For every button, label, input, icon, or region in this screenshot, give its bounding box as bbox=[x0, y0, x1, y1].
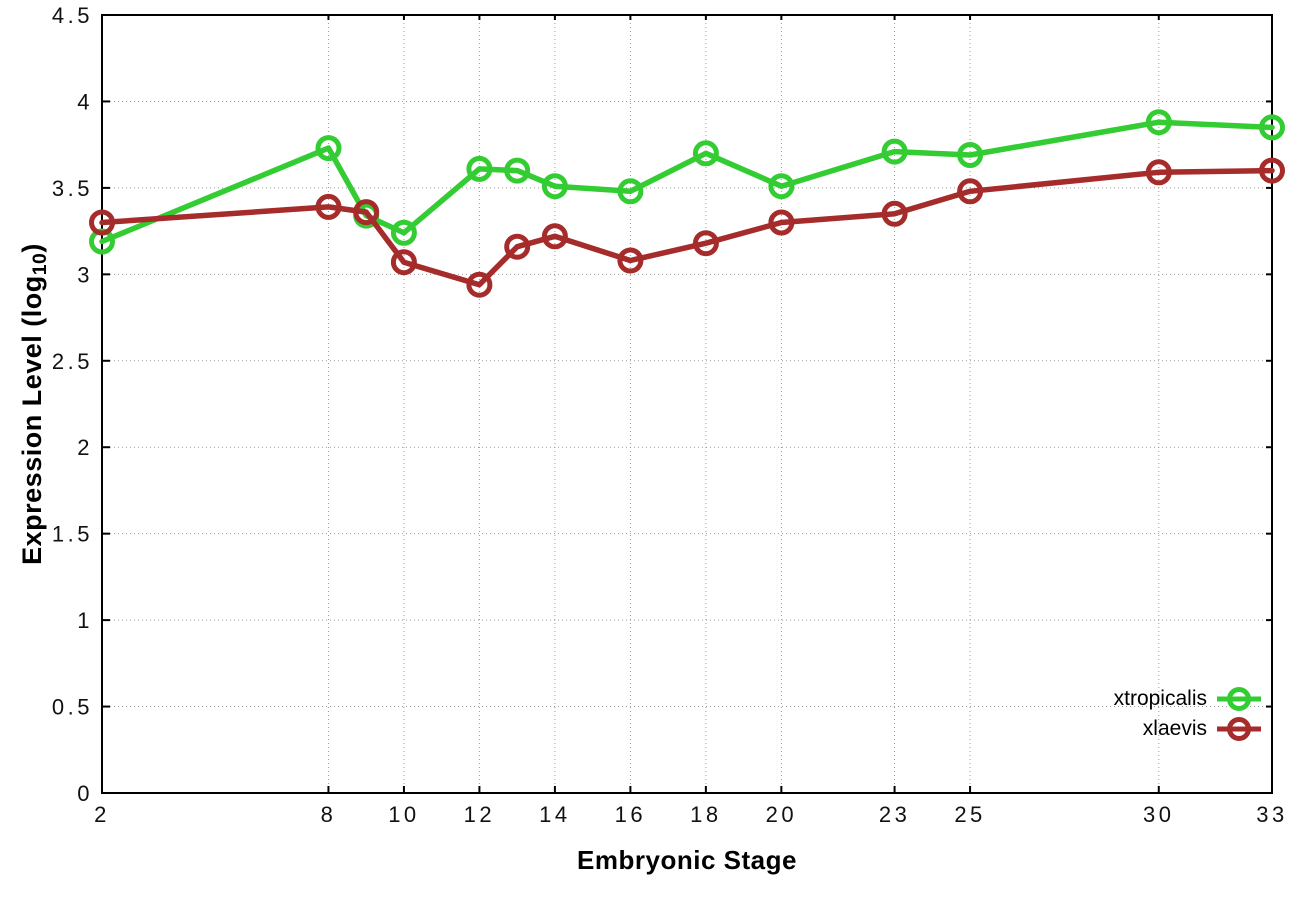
line-circle-marker-icon bbox=[1217, 717, 1261, 741]
y-tick-label: 3.5 bbox=[52, 176, 93, 201]
x-tick-label: 2 bbox=[94, 802, 110, 827]
x-tick-label: 14 bbox=[539, 802, 570, 827]
y-axis-title-text: Expression Level (log bbox=[17, 275, 47, 565]
x-tick-label: 16 bbox=[615, 802, 646, 827]
y-axis-title-suffix: ) bbox=[17, 243, 47, 253]
y-tick-label: 0.5 bbox=[52, 695, 93, 720]
data-point-xlaevis bbox=[768, 209, 795, 236]
x-tick-label: 10 bbox=[388, 802, 419, 827]
data-point-xtropicalis bbox=[466, 155, 493, 182]
legend-item-xlaevis: xlaevis bbox=[1114, 714, 1262, 744]
legend-label-xtropicalis: xtropicalis bbox=[1113, 687, 1207, 710]
data-point-xlaevis bbox=[1259, 157, 1285, 184]
x-axis-title: Embryonic Stage bbox=[577, 845, 797, 875]
line-circle-marker-icon bbox=[1217, 687, 1261, 711]
x-tick-label: 25 bbox=[954, 802, 985, 827]
x-tick-label: 23 bbox=[879, 802, 910, 827]
legend-item-xtropicalis: xtropicalis bbox=[1114, 684, 1262, 714]
data-point-xlaevis bbox=[1145, 159, 1172, 186]
data-point-xtropicalis bbox=[881, 138, 908, 165]
data-point-xlaevis bbox=[504, 233, 531, 260]
data-point-xlaevis bbox=[617, 247, 644, 274]
data-point-xtropicalis bbox=[1145, 109, 1172, 136]
y-tick-label: 4 bbox=[77, 89, 93, 114]
y-tick-label: 1 bbox=[77, 608, 93, 633]
y-tick-label: 1.5 bbox=[52, 522, 93, 547]
y-tick-label: 0 bbox=[77, 781, 93, 806]
data-point-xlaevis bbox=[353, 199, 380, 226]
y-tick-label: 3 bbox=[77, 262, 93, 287]
data-point-xlaevis bbox=[89, 209, 115, 236]
data-point-xtropicalis bbox=[390, 219, 417, 246]
data-point-xtropicalis bbox=[768, 173, 795, 200]
y-tick-label: 4.5 bbox=[52, 3, 93, 28]
y-axis-title-subscript: 10 bbox=[28, 252, 51, 276]
data-point-xtropicalis bbox=[692, 140, 719, 167]
data-point-xlaevis bbox=[541, 223, 568, 250]
data-point-xtropicalis bbox=[957, 142, 984, 168]
data-point-xtropicalis bbox=[315, 135, 342, 162]
data-point-xlaevis bbox=[692, 230, 719, 257]
data-point-xlaevis bbox=[957, 178, 984, 205]
data-point-xlaevis bbox=[466, 271, 493, 298]
x-tick-label: 18 bbox=[690, 802, 721, 827]
x-tick-label: 33 bbox=[1256, 802, 1287, 827]
y-tick-label: 2.5 bbox=[52, 349, 93, 374]
data-point-xlaevis bbox=[390, 249, 417, 276]
data-point-xtropicalis bbox=[617, 178, 644, 205]
data-point-xtropicalis bbox=[504, 157, 531, 184]
series-line-xtropicalis bbox=[99, 119, 1275, 245]
data-point-xtropicalis bbox=[1259, 114, 1285, 141]
data-point-xlaevis bbox=[881, 200, 908, 227]
legend: xtropicalis xlaevis bbox=[1114, 684, 1262, 744]
y-tick-label: 2 bbox=[77, 435, 93, 460]
x-tick-label: 8 bbox=[321, 802, 337, 827]
x-tick-label: 12 bbox=[464, 802, 495, 827]
legend-label-xlaevis: xlaevis bbox=[1142, 717, 1207, 740]
data-point-xtropicalis bbox=[541, 173, 568, 200]
y-axis-title: Expression Level (log10) bbox=[16, 104, 51, 704]
x-tick-label: 20 bbox=[766, 802, 797, 827]
x-tick-label: 30 bbox=[1143, 802, 1174, 827]
plot-border bbox=[101, 14, 1273, 794]
data-point-xlaevis bbox=[315, 193, 342, 220]
